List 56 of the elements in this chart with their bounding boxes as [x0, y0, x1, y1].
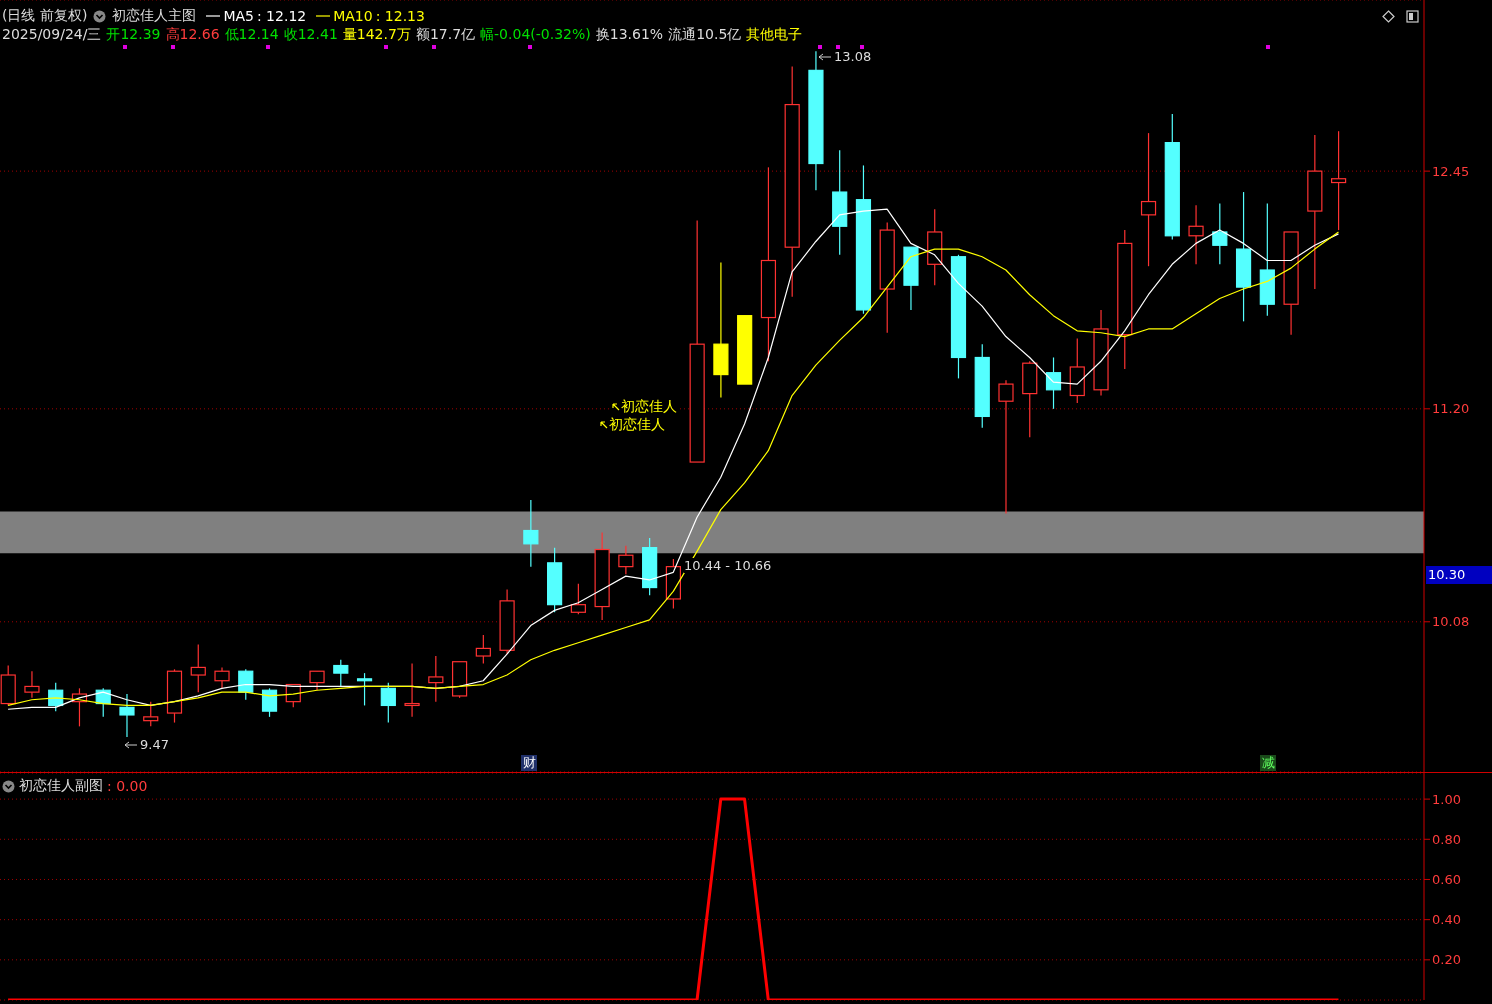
annotation: 高12.66: [165, 26, 220, 44]
candlestick: [1188, 204, 1204, 265]
candlestick: [428, 655, 444, 703]
y-tick-label: 11.20: [1432, 401, 1470, 417]
y-tick-label: 1.00: [1432, 791, 1461, 807]
candlestick: [309, 670, 325, 691]
candlestick: [333, 659, 349, 688]
annotation: 财: [521, 755, 537, 771]
legend-label: MA5: [223, 8, 254, 24]
candlestick: [998, 379, 1014, 514]
annotation: 量142.7万: [342, 26, 411, 44]
legend-label: MA10: [333, 8, 373, 24]
candlestick: [380, 682, 396, 724]
candlestick: [475, 634, 491, 665]
candlestick: [523, 499, 539, 568]
annotation: 收12.41: [283, 26, 338, 44]
annotation: 开12.39: [106, 26, 161, 44]
y-tick-label: 0.80: [1432, 831, 1461, 847]
annotation: : 12.13: [375, 8, 425, 24]
candlestick: [1212, 202, 1228, 265]
y-tick-label: 10.08: [1432, 614, 1470, 630]
chart-subtitle: : 0.00: [107, 778, 148, 794]
candlestick: [404, 663, 420, 718]
annotation: 流通10.5亿: [668, 26, 742, 44]
chart-title: 初恋佳人副图: [19, 777, 103, 795]
candlestick: [356, 672, 373, 707]
candlestick: [143, 701, 159, 727]
y-tick-label: 12.45: [1432, 163, 1470, 179]
candlestick: [1331, 130, 1347, 231]
annotation: 低12.14: [224, 26, 279, 44]
annotation: 2025/09/24/三: [2, 26, 102, 44]
candlestick: [214, 666, 230, 689]
candlestick: [119, 693, 135, 739]
y-tick-label: 0.40: [1432, 912, 1461, 928]
text: (日线 前复权): [2, 7, 88, 25]
candlestick: [618, 545, 634, 575]
annotation: : 12.12: [256, 8, 307, 24]
annotation: 初恋佳人: [621, 398, 677, 416]
annotation: 13.08: [834, 49, 872, 64]
annotation: 其他电子: [746, 26, 803, 44]
annotation: 额17.7亿: [415, 26, 476, 44]
annotation: 幅-0.04(-0.32%): [480, 26, 591, 44]
candlestick: [570, 583, 586, 615]
annotation: 初恋佳人: [609, 416, 665, 434]
annotation: 9.47: [140, 737, 169, 752]
band-label: 10.44 - 10.66: [684, 558, 772, 574]
y-tick-label: 0.60: [1432, 872, 1461, 888]
annotation: 换13.61%: [595, 26, 664, 44]
candlestick: [1140, 132, 1157, 267]
y-tick-label: 0.20: [1432, 952, 1461, 968]
text: 10.30: [1426, 566, 1492, 584]
text: 初恋佳人主图: [112, 7, 197, 25]
candlestick: [24, 670, 40, 699]
candlestick: [190, 644, 206, 693]
annotation: 减: [1260, 755, 1276, 771]
candlestick: [261, 687, 278, 718]
